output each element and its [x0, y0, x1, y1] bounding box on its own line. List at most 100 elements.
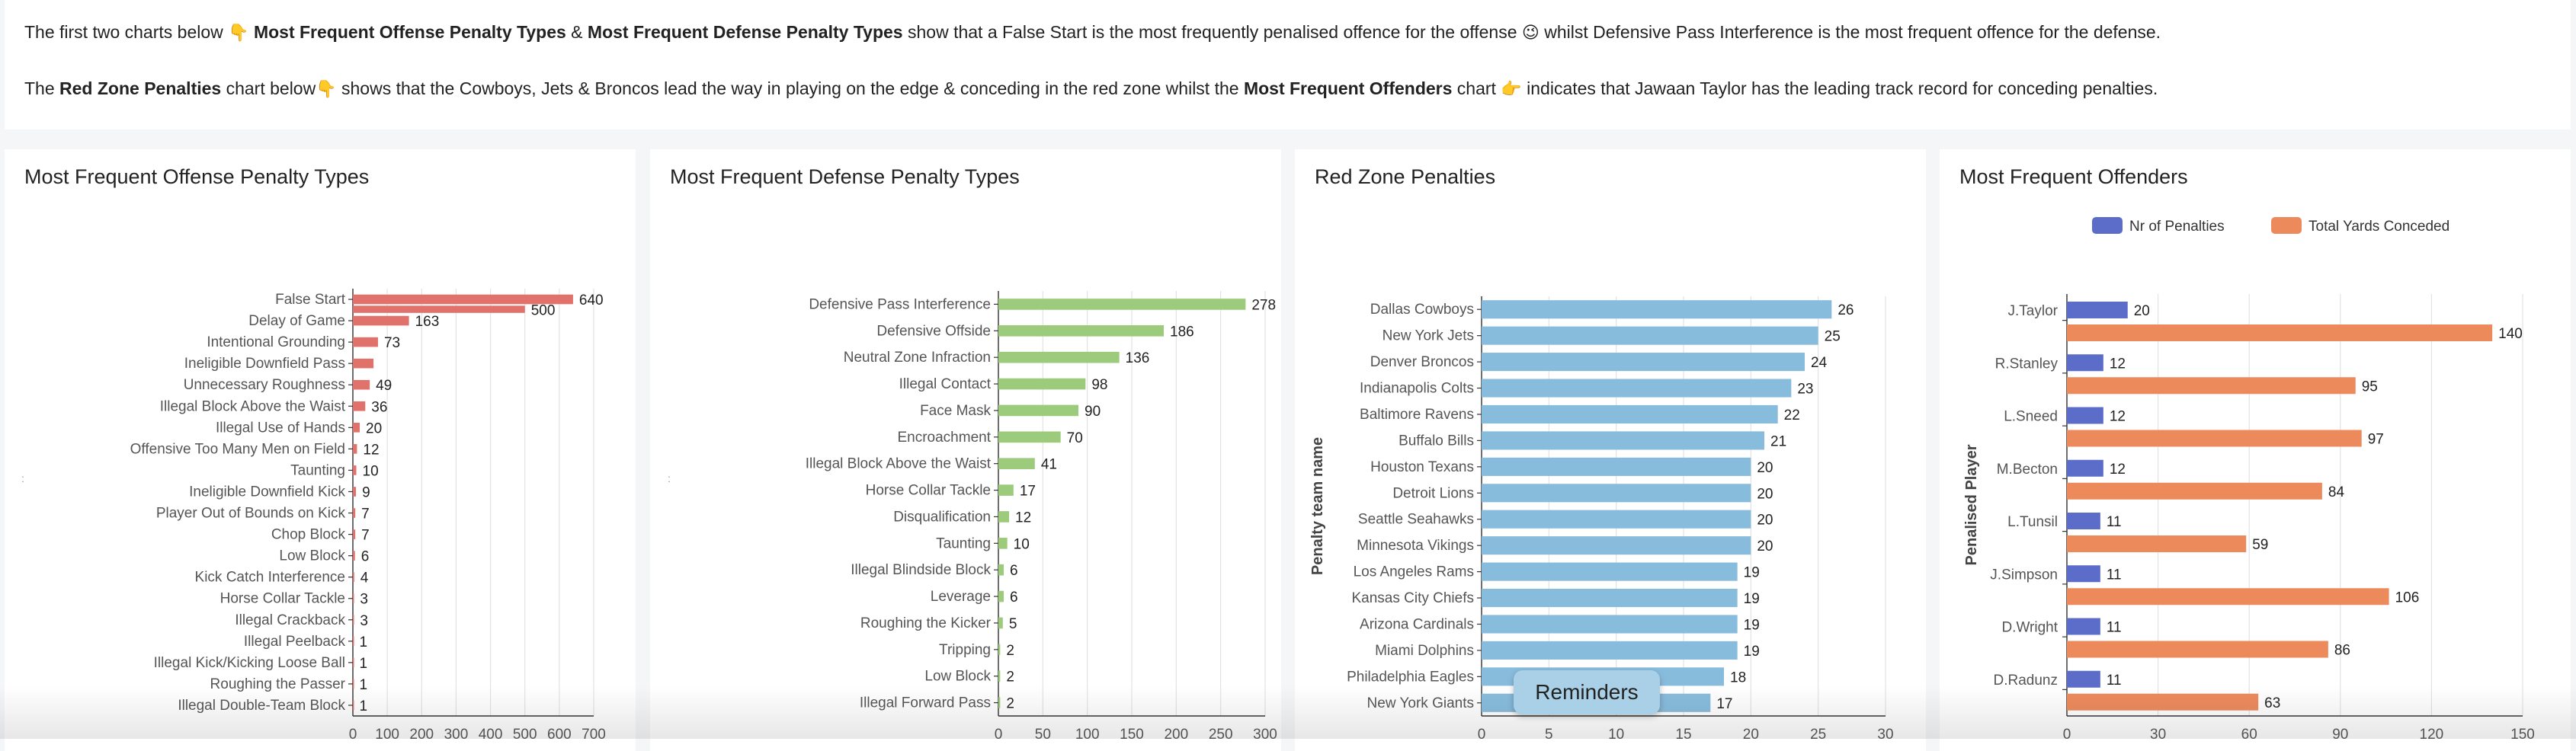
data-label: 86	[2334, 643, 2350, 659]
resize-handle-icon[interactable]: :	[668, 472, 671, 484]
y-tick-label: Defensive Offside	[876, 323, 991, 339]
text-span: The	[24, 78, 60, 98]
x-tick-label: 15	[1675, 727, 1691, 743]
y-tick-label: Low Block	[924, 669, 991, 685]
data-label: 70	[1067, 430, 1083, 446]
offense-penalty-panel: Most Frequent Offense Penalty Types 0 100…	[5, 149, 636, 751]
panel-title: Most Frequent Offenders	[1959, 165, 2188, 188]
red-zone-panel: Red Zone Penalties 0 5 10 15 20 25 30 Dallas Co…	[1295, 149, 1926, 751]
y-tick-label: Minnesota Vikings	[1357, 538, 1474, 554]
bar	[1482, 588, 1738, 608]
bar	[998, 431, 1061, 443]
emoji-icon: 👇	[316, 80, 337, 99]
x-tick-label: 250	[1209, 727, 1233, 743]
x-tick-label: 5	[1545, 727, 1553, 743]
bar	[998, 378, 1086, 390]
bar	[353, 572, 354, 582]
y-tick-label: D.Wright	[2001, 620, 2058, 636]
y-axis-title: Penalty team name	[1309, 437, 1326, 575]
bar	[998, 299, 1246, 310]
text-span: chart	[1452, 78, 1501, 98]
bar	[998, 458, 1035, 470]
bar	[998, 324, 1164, 337]
data-label: 5	[1009, 616, 1017, 632]
bar	[353, 700, 354, 711]
data-label: 12	[1015, 510, 1031, 526]
y-tick-label: Offensive Too Many Men on Field	[130, 441, 345, 457]
offense-penalty-chart: 0 100 200 300 400 500 600 700 False Start 640 Dela…	[130, 289, 606, 743]
bar	[2067, 377, 2356, 395]
y-tick-label: Face Mask	[920, 403, 991, 419]
x-tick-label: 10	[1608, 727, 1624, 743]
text-span: &	[566, 22, 588, 42]
bar	[353, 508, 356, 518]
y-tick-label: Tripping	[939, 642, 991, 658]
y-tick-label: Illegal Block Above the Waist	[160, 398, 346, 414]
bar	[998, 511, 1009, 523]
bar	[1482, 379, 1792, 398]
resize-handle-icon[interactable]: :	[21, 472, 24, 484]
data-label: 41	[1041, 457, 1057, 473]
bar	[1482, 431, 1764, 450]
y-tick-label: Kick Catch Interference	[195, 570, 345, 586]
bar	[998, 351, 1120, 363]
data-label: 7	[361, 507, 370, 523]
bar	[998, 484, 1014, 496]
data-label: 140	[2498, 326, 2523, 342]
bar	[2067, 407, 2103, 424]
reminders-button[interactable]: Reminders	[1514, 670, 1660, 714]
data-label: 11	[2107, 567, 2122, 583]
bar	[1482, 484, 1751, 503]
bar	[2067, 693, 2259, 711]
bar	[2067, 641, 2328, 658]
bold-text: Most Frequent Offense Penalty Types	[248, 22, 566, 42]
y-tick-label: Houston Texans	[1370, 459, 1474, 475]
y-tick-label: Miami Dolphins	[1375, 643, 1474, 659]
bar	[1482, 300, 1832, 319]
bar	[2067, 618, 2100, 635]
y-tick-label: Denver Broncos	[1370, 354, 1474, 370]
bar	[353, 465, 357, 475]
bar	[2067, 482, 2322, 500]
bar	[998, 537, 1008, 549]
x-tick-label: 0	[349, 727, 357, 743]
data-label: 640	[579, 292, 604, 308]
y-tick-label: Illegal Blindside Block	[851, 562, 991, 578]
bar	[1482, 615, 1738, 634]
data-label: 59	[2252, 537, 2268, 553]
bar	[353, 615, 354, 625]
y-tick-label: Neutral Zone Infraction	[844, 350, 991, 366]
y-tick-label: Horse Collar Tackle	[220, 591, 345, 607]
y-tick-label: Horse Collar Tackle	[866, 483, 991, 499]
data-label: 6	[1010, 563, 1018, 579]
data-label: 1	[359, 656, 367, 672]
legend-swatch	[2092, 217, 2123, 234]
bar	[353, 487, 357, 497]
data-label: 1	[359, 634, 367, 650]
bar	[1482, 457, 1751, 476]
y-tick-label: L.Tunsil	[2007, 514, 2058, 530]
bar	[1482, 404, 1778, 424]
data-label: 20	[366, 420, 382, 436]
bar	[2067, 565, 2100, 583]
bar	[353, 423, 360, 433]
x-tick-label: 0	[1478, 727, 1486, 743]
defense-penalty-panel: Most Frequent Defense Penalty Types 0 50 1…	[650, 149, 1281, 751]
y-tick-label: Roughing the Passer	[210, 676, 346, 692]
x-tick-label: 0	[2063, 727, 2071, 743]
defense-penalty-chart: 0 50 100 150 200 250 300 Defensive Pass Interfe…	[806, 291, 1277, 743]
data-label: 21	[1770, 433, 1786, 449]
bar	[2067, 459, 2103, 477]
y-tick-label: Detroit Lions	[1392, 485, 1474, 501]
bold-text: Most Frequent Offenders	[1243, 78, 1453, 98]
bar	[2067, 535, 2247, 552]
y-tick-label: Illegal Crackback	[235, 612, 345, 628]
bar	[998, 404, 1078, 417]
bar	[353, 358, 374, 369]
data-label: 163	[415, 314, 440, 330]
bar	[2067, 354, 2103, 372]
y-tick-label: D.Radunz	[1994, 673, 2059, 689]
offenders-chart: Nr of Penalties Total Yards Conceded 0 30 60…	[1963, 217, 2535, 743]
data-label: 106	[2395, 590, 2420, 606]
bar	[353, 679, 354, 689]
